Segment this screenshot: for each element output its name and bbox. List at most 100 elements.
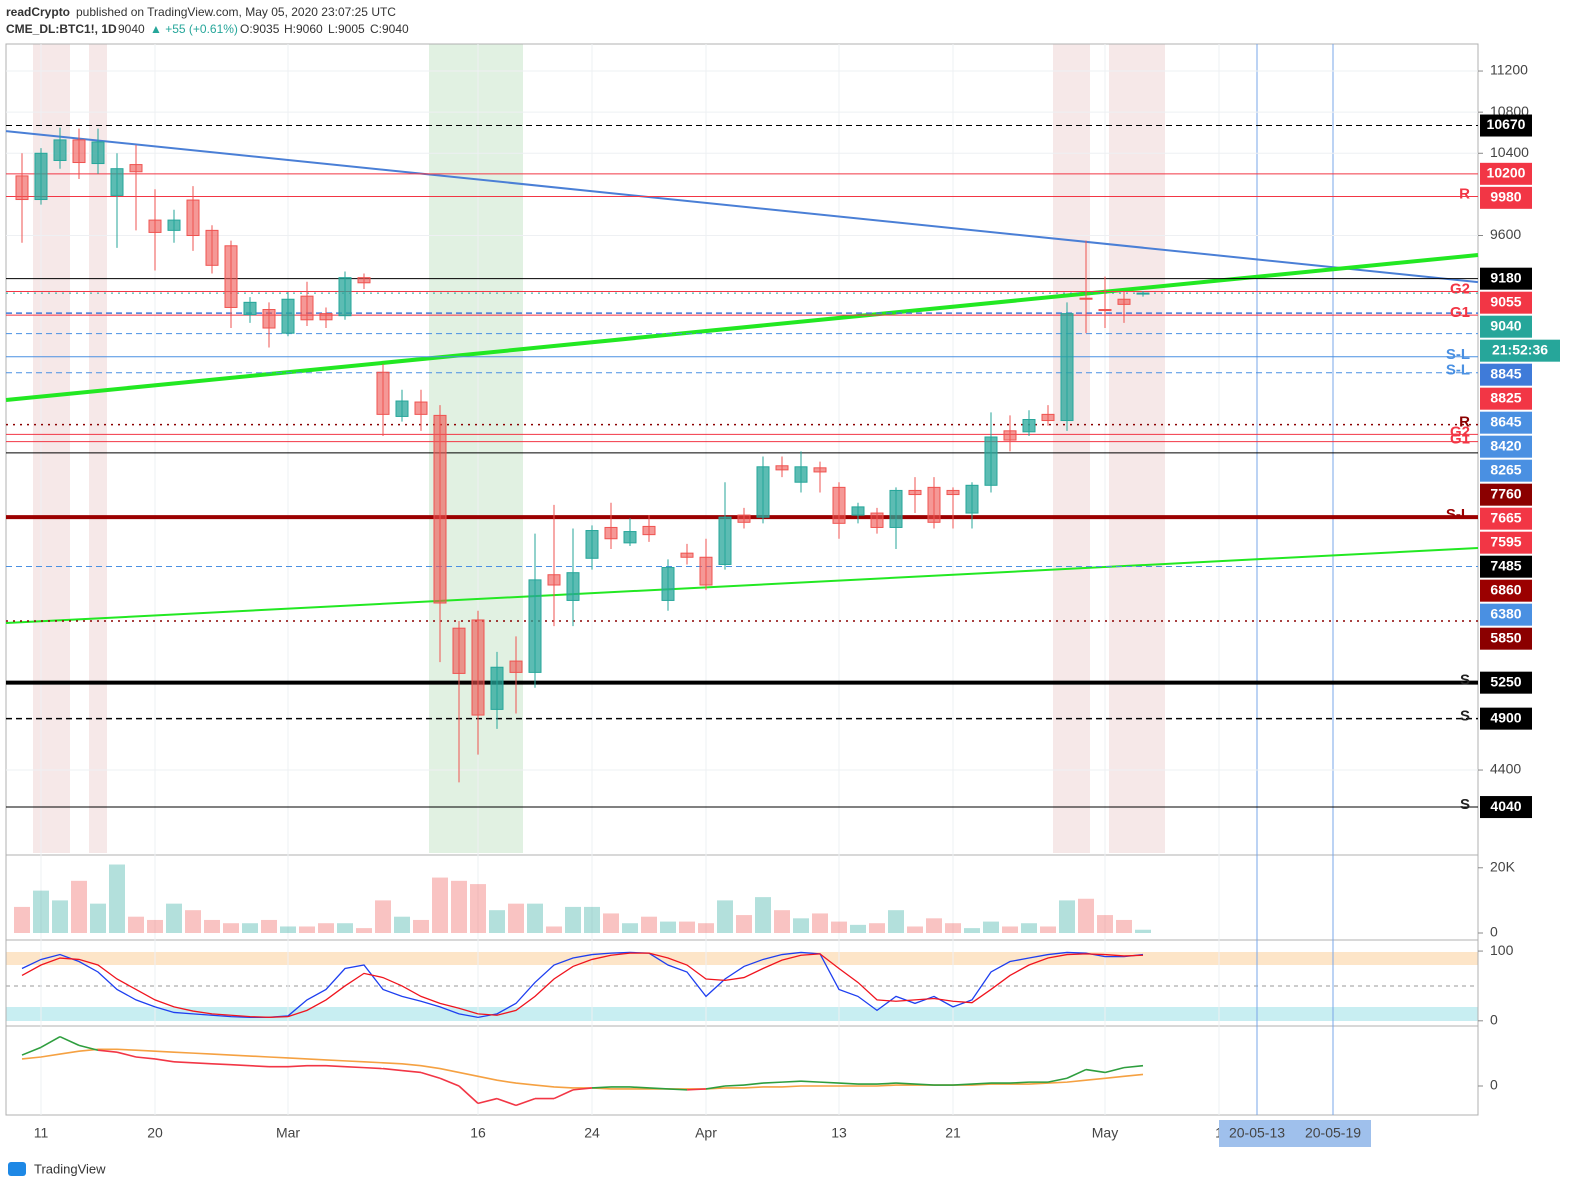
volume-bar [52, 900, 68, 933]
candle-body [53, 139, 67, 161]
volume-bar [755, 897, 771, 933]
price-badge [1480, 555, 1532, 578]
candle-body [927, 486, 941, 523]
fast-line-segment [914, 1083, 935, 1086]
candle-body [775, 465, 789, 471]
fast-line-segment [1123, 1064, 1144, 1069]
fast-line-segment [876, 1082, 897, 1085]
price-badge-label: 7595 [1490, 533, 1521, 549]
pane-frames [5, 43, 1479, 1116]
price-badge-label: 9980 [1490, 189, 1521, 205]
volume-bar [1040, 926, 1056, 933]
candle-body [129, 164, 143, 173]
price-badge-label: 8265 [1490, 461, 1521, 477]
level-label: S [1460, 708, 1470, 725]
volume-bar [299, 926, 315, 933]
level-label: R [1459, 414, 1470, 431]
volume-bar [907, 926, 923, 933]
candle-body [1079, 297, 1093, 300]
candle-body [908, 489, 922, 496]
x-tick-label: Mar [276, 1125, 300, 1141]
frame [5, 43, 1479, 1116]
x-tick-label: 21 [945, 1125, 961, 1141]
candle-body [1136, 292, 1150, 295]
trend-line [5, 547, 1479, 625]
price-badge-label: 5250 [1490, 673, 1521, 689]
candle-body [528, 579, 542, 673]
price-badge-label: 6380 [1490, 605, 1521, 621]
ohlc-open: O:9035 [240, 22, 280, 36]
candle-body [680, 552, 694, 558]
level-label: G2 [1450, 281, 1470, 298]
fast-line-segment [819, 1081, 840, 1084]
candle-body [965, 484, 979, 514]
fast-line-segment [762, 1081, 783, 1084]
volume-bar [584, 906, 600, 933]
candle-body [224, 245, 238, 308]
volume-bar [888, 910, 904, 933]
fast-line-segment [97, 1049, 118, 1053]
marks: 1120Mar1624Apr1321May120-05-1320-05-1944… [5, 44, 1560, 1147]
candle-body [357, 277, 371, 284]
candle-body [604, 526, 618, 540]
fast-line-segment [249, 1064, 270, 1068]
price-badge [1480, 627, 1532, 650]
volume-bar [242, 923, 258, 933]
fast-line-segment [667, 1088, 688, 1091]
candle-body [642, 525, 656, 536]
candle-body [452, 627, 466, 674]
level-label: S-L [1446, 346, 1470, 363]
fast-line-segment [382, 1067, 403, 1072]
fast-line-segment [59, 1035, 80, 1047]
volume-bar [280, 926, 296, 933]
volume-bar [679, 921, 695, 933]
fast-line-segment [1047, 1077, 1068, 1083]
volume-bar [489, 910, 505, 933]
level-label: S [1460, 672, 1470, 689]
candle-body [1022, 419, 1036, 433]
price-badge-label: 7760 [1490, 485, 1521, 501]
level-label: G2 [1450, 423, 1470, 440]
highlight-column [1109, 44, 1165, 853]
volume-bar [774, 910, 790, 933]
fast-line-segment [705, 1085, 726, 1090]
x-tick-label: May [1092, 1125, 1118, 1141]
level-label: S-L [1446, 362, 1470, 379]
candle-body [281, 298, 295, 334]
candle-body [661, 567, 675, 601]
x-tick-label: 24 [584, 1125, 600, 1141]
candle-body [756, 466, 770, 518]
fast-line-segment [230, 1063, 251, 1067]
candle-body [167, 219, 181, 231]
trend-line [5, 253, 1479, 402]
level-label: S-L [1446, 506, 1470, 523]
fast-line-segment [287, 1064, 308, 1068]
price-badge [1480, 507, 1532, 530]
y-tick-label: 0 [1490, 1077, 1498, 1093]
level-label: G1 [1450, 431, 1470, 448]
x-tick-label: 11 [34, 1125, 49, 1141]
fast-line-segment [895, 1082, 916, 1085]
date-highlight [1219, 1120, 1295, 1147]
price-badge-label: 7485 [1490, 557, 1521, 573]
stoch-line [21, 952, 1144, 1018]
volume-bar [1097, 915, 1113, 933]
candle-body [889, 489, 903, 528]
volume-bar [166, 903, 182, 933]
volume-bar [432, 877, 448, 933]
volume-bar [90, 903, 106, 933]
candle-body [509, 660, 523, 673]
volume-bar [451, 880, 467, 933]
volume-bar [812, 913, 828, 933]
volume-bar [375, 900, 391, 933]
fast-line-segment [116, 1051, 137, 1058]
candle-body [205, 229, 219, 266]
volume-bar [356, 928, 372, 933]
candle-body [1117, 298, 1131, 305]
candle-body [794, 466, 808, 483]
fast-line-segment [344, 1065, 365, 1069]
x-tick-label: 16 [470, 1125, 486, 1141]
price-badge [1480, 114, 1532, 137]
fast-line-segment [458, 1085, 479, 1104]
